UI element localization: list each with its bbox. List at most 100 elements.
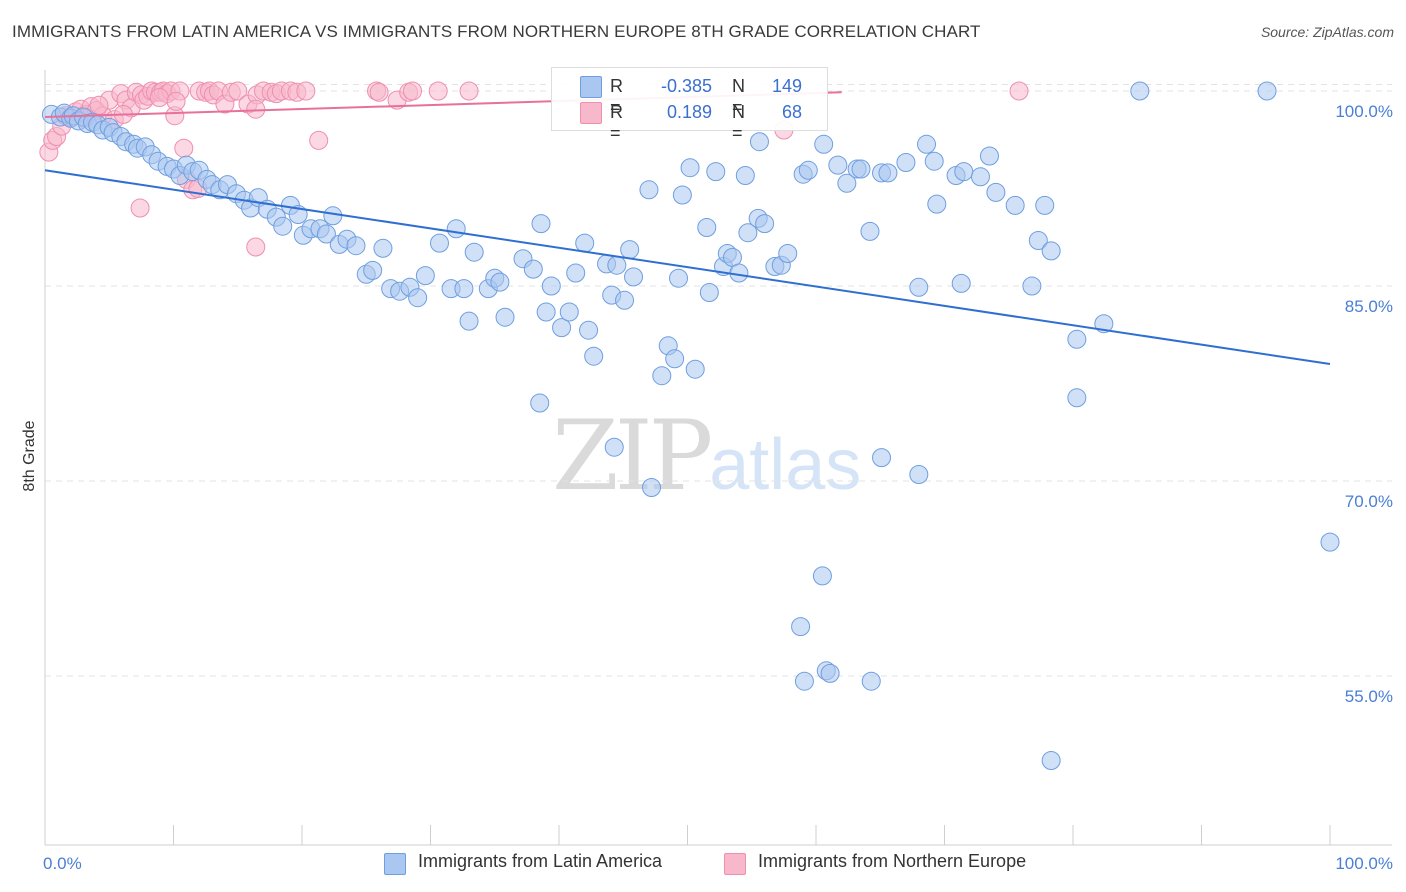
legend-swatch-blue [384, 853, 406, 875]
data-point-latin-america [1067, 329, 1087, 349]
data-point-latin-america [814, 134, 834, 154]
data-point-latin-america [273, 216, 293, 236]
data-point-latin-america [604, 437, 624, 457]
data-point-northern-europe [296, 81, 316, 101]
y-tick-label: 70.0% [1345, 492, 1393, 511]
data-point-northern-europe [428, 81, 448, 101]
legend-swatch-pink [724, 853, 746, 875]
data-point-latin-america [791, 617, 811, 637]
data-point-northern-europe [309, 130, 329, 150]
x-tick-label: 100.0% [1335, 854, 1393, 873]
data-point-latin-america [531, 214, 551, 234]
data-point-northern-europe [246, 237, 266, 257]
data-point-latin-america [680, 158, 700, 178]
series-latin-america-points [41, 81, 1340, 770]
axis-labels: 55.0% 70.0% 85.0% 100.0% 0.0% 100.0% 8th Grade [21, 102, 1393, 873]
data-point-latin-america [738, 223, 758, 243]
y-tick-label: 100.0% [1335, 102, 1393, 121]
data-point-latin-america [970, 167, 990, 187]
data-point-latin-america [749, 132, 769, 152]
data-point-latin-america [685, 359, 705, 379]
data-point-latin-america [1094, 314, 1114, 334]
data-point-latin-america [896, 153, 916, 172]
data-point-latin-america [1320, 532, 1340, 552]
legend-n-value: 149 [771, 76, 802, 96]
data-point-latin-america [490, 272, 510, 292]
legend-swatch-blue [580, 76, 602, 98]
data-point-latin-america [665, 349, 685, 369]
data-point-latin-america [652, 366, 672, 386]
data-point-latin-america [812, 566, 832, 586]
data-point-latin-america [373, 238, 393, 258]
data-point-northern-europe [130, 198, 150, 218]
data-point-latin-america [699, 283, 719, 302]
data-point-latin-america [872, 448, 892, 468]
legend-n-value: 68 [781, 102, 802, 122]
data-point-latin-america [861, 671, 881, 691]
data-point-latin-america [778, 244, 798, 263]
data-point-latin-america [1022, 276, 1042, 296]
y-axis-label: 8th Grade [21, 420, 38, 491]
data-point-latin-america [323, 206, 343, 226]
data-point-latin-america [642, 478, 662, 497]
data-point-latin-america [1005, 195, 1025, 215]
data-point-latin-america [363, 260, 383, 280]
legend-label-northern-europe: Immigrants from Northern Europe [758, 851, 1027, 871]
data-point-northern-europe [166, 91, 186, 111]
axes [44, 70, 1392, 846]
data-point-latin-america [697, 218, 717, 237]
data-point-latin-america [860, 221, 880, 241]
data-point-latin-america [851, 159, 871, 179]
data-point-latin-america [316, 224, 336, 244]
legend-r-value: 0.189 [666, 102, 712, 122]
data-point-latin-america [346, 236, 366, 256]
data-point-latin-america [837, 173, 857, 193]
series-northern-europe-points [39, 81, 1029, 257]
source-credit: Source: ZipAtlas.com [1260, 24, 1394, 40]
legend-swatch-pink [580, 102, 602, 124]
data-point-latin-america [1041, 751, 1061, 770]
data-point-latin-america [536, 302, 556, 322]
data-point-latin-america [624, 267, 644, 287]
data-point-latin-america [530, 393, 550, 413]
data-point-latin-america [820, 663, 840, 683]
data-point-latin-america [954, 162, 974, 182]
data-point-northern-europe [1009, 81, 1029, 101]
trend-line-latin-america [44, 169, 1331, 365]
data-point-latin-america [639, 180, 659, 200]
data-point-latin-america [620, 240, 640, 260]
data-point-latin-america [927, 194, 947, 214]
data-point-northern-europe [459, 81, 479, 101]
data-point-latin-america [986, 182, 1006, 202]
data-point-latin-america [415, 266, 435, 286]
data-point-latin-america [735, 166, 755, 185]
data-point-latin-america [495, 307, 515, 327]
data-point-latin-america [579, 320, 599, 340]
legend-n-label: N = [732, 76, 745, 117]
data-point-northern-europe [174, 138, 194, 158]
data-point-latin-america [523, 259, 543, 279]
data-point-northern-europe [89, 95, 109, 115]
data-point-latin-america [794, 671, 814, 691]
data-point-latin-america [459, 311, 479, 331]
legend-label-latin-america: Immigrants from Latin America [418, 851, 663, 871]
legend-r-label: R = [610, 102, 623, 143]
data-point-northern-europe [403, 81, 423, 101]
legend-r-value: -0.385 [660, 76, 712, 96]
data-point-latin-america [607, 255, 627, 275]
data-point-latin-america [1041, 241, 1061, 261]
stats-legend: R = -0.385 N = 149 R = 0.189 N = 68 [551, 67, 828, 143]
data-point-latin-america [1028, 231, 1048, 250]
y-tick-label: 55.0% [1345, 687, 1393, 706]
data-point-latin-america [615, 290, 635, 310]
data-point-latin-america [755, 214, 775, 234]
data-point-latin-america [1035, 195, 1055, 215]
chart-title: IMMIGRANTS FROM LATIN AMERICA VS IMMIGRA… [12, 22, 981, 41]
data-point-northern-europe [149, 88, 169, 107]
data-point-latin-america [909, 465, 929, 484]
x-tick-label: 0.0% [43, 854, 82, 873]
data-point-latin-america [979, 146, 999, 166]
data-point-latin-america [541, 276, 561, 296]
series-legend: Immigrants from Latin America Immigrants… [0, 851, 1406, 877]
